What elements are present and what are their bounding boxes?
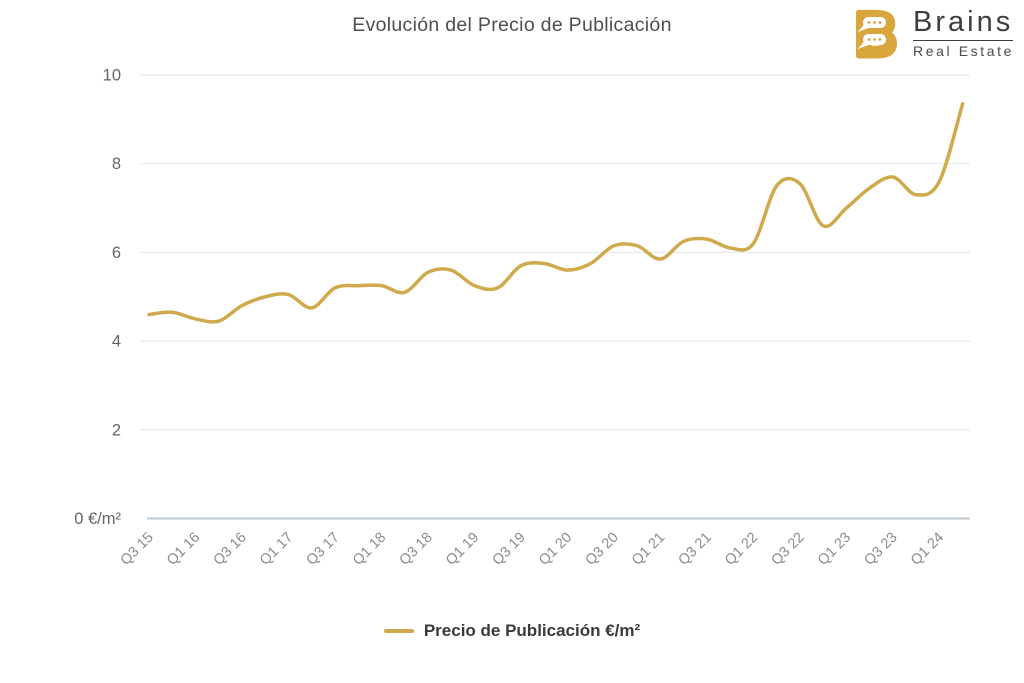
x-axis-label: Q1 19: [443, 530, 482, 569]
svg-text:B: B: [853, 6, 899, 60]
legend: Precio de Publicación €/m²: [0, 621, 1024, 641]
x-axis-label: Q3 19: [490, 530, 529, 569]
brand-logo: B Brains Real Estate: [849, 6, 1014, 60]
brains-b-speech-bubbles-icon: B: [851, 6, 902, 60]
x-axis-label: Q1 23: [815, 530, 854, 569]
x-axis-label: Q3 23: [861, 530, 900, 569]
brand-wordmark: Brains Real Estate: [913, 7, 1014, 59]
x-axis-label: Q3 21: [675, 530, 714, 569]
brand-name: Brains: [913, 7, 1014, 41]
x-axis-label: Q1 22: [722, 530, 761, 569]
x-axis-label: Q3 18: [397, 530, 436, 569]
x-axis-label: Q3 15: [118, 530, 157, 569]
y-axis-label: 6: [112, 244, 121, 262]
x-axis-label: Q1 17: [257, 530, 296, 569]
y-axis-label: 2: [112, 421, 121, 439]
y-axis-label: 10: [103, 67, 121, 85]
y-axis-label: 8: [112, 155, 121, 173]
x-axis-label: Q3 22: [768, 530, 807, 569]
x-axis-label: Q3 20: [582, 530, 621, 569]
x-axis-label: Q1 16: [164, 530, 203, 569]
x-axis-label: Q1 21: [629, 530, 668, 569]
brand-tagline: Real Estate: [913, 42, 1014, 59]
y-axis-label: 4: [112, 333, 121, 351]
legend-label: Precio de Publicación €/m²: [423, 621, 641, 640]
y-axis-label: 0 €/m²: [74, 510, 121, 528]
chart-title: Evolución del Precio de Publicación: [352, 14, 672, 36]
x-axis-label: Q3 17: [304, 530, 343, 569]
x-axis-label: Q1 20: [536, 530, 575, 569]
price-series-line: [147, 102, 965, 324]
x-axis-label: Q1 18: [350, 530, 389, 569]
x-axis-label: Q1 24: [908, 530, 947, 569]
x-axis-label: Q3 16: [211, 530, 250, 569]
legend-line-swatch: [383, 629, 414, 633]
